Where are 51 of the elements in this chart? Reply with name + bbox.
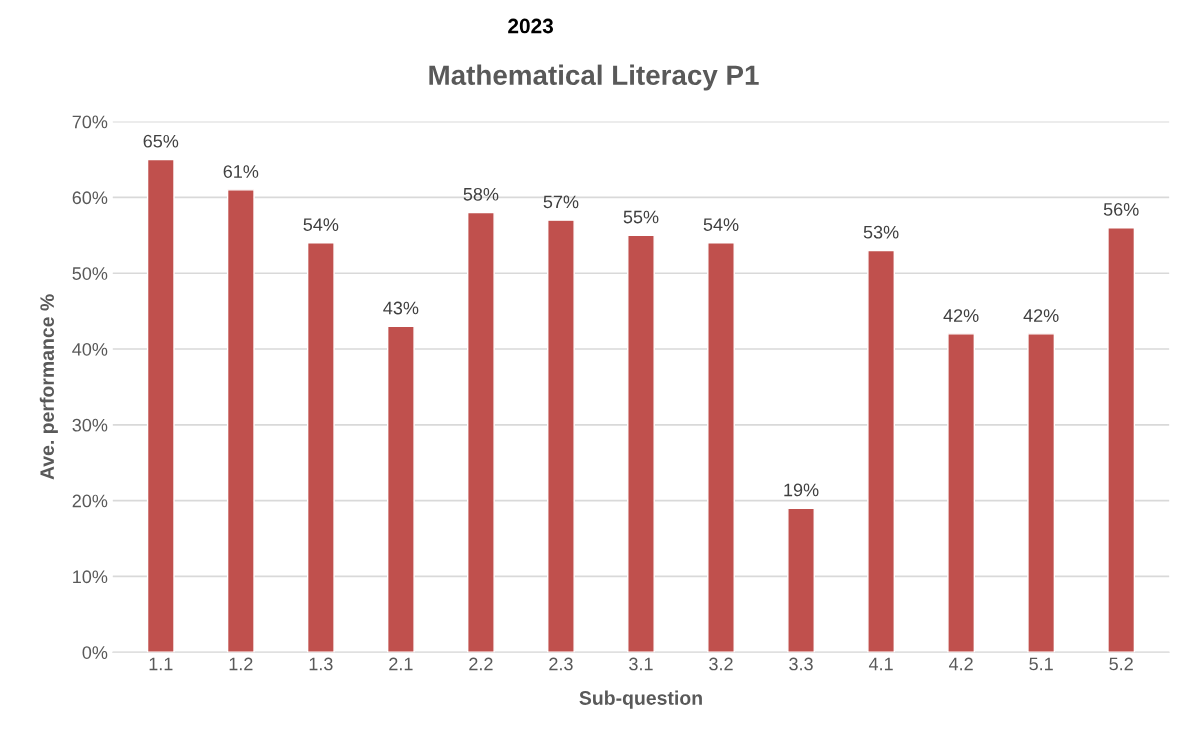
data-label: 55%	[623, 210, 659, 224]
y-tick-label: 30%	[72, 418, 108, 432]
y-tick-label: 40%	[72, 342, 108, 356]
data-label: 57%	[543, 195, 579, 209]
data-label: 65%	[143, 134, 179, 148]
y-tick-label: 0%	[82, 646, 108, 659]
y-axis-title: Ave. performance %	[39, 294, 58, 480]
data-label: 54%	[303, 218, 339, 231]
bar	[226, 189, 255, 653]
x-tick-label: 2.1	[389, 657, 413, 671]
data-label: 58%	[463, 187, 499, 201]
bar	[547, 219, 575, 653]
x-tick-label: 2.2	[469, 657, 493, 671]
bar	[467, 211, 495, 653]
data-label: 56%	[1103, 203, 1139, 216]
data-label: 53%	[863, 225, 899, 239]
x-axis-title: Sub-question	[579, 690, 702, 709]
data-label: 54%	[703, 218, 739, 231]
bar	[306, 242, 335, 653]
chart-title: Mathematical Literacy P1	[429, 64, 759, 91]
bar	[1107, 227, 1136, 653]
x-tick-label: 1.3	[309, 657, 333, 671]
x-tick-label: 5.2	[1109, 657, 1133, 671]
y-tick-label: 50%	[72, 267, 108, 280]
bar	[787, 507, 815, 653]
chart-subtitle: 2023	[508, 18, 554, 34]
bar	[867, 249, 895, 653]
bar	[707, 242, 735, 653]
y-tick-label: 10%	[73, 570, 108, 584]
x-tick-label: 3.2	[709, 657, 733, 671]
data-label: 61%	[223, 165, 259, 178]
x-tick-label: 5.1	[1029, 657, 1053, 671]
y-tick-label: 60%	[72, 191, 108, 205]
x-tick-label: 3.3	[789, 657, 813, 671]
x-tick-label: 1.1	[149, 657, 173, 671]
bar	[146, 158, 175, 653]
x-tick-label: 4.1	[868, 657, 893, 671]
x-tick-label: 2.3	[549, 657, 573, 671]
y-tick-label: 70%	[72, 115, 108, 129]
bar	[947, 333, 976, 653]
bar	[1027, 333, 1056, 653]
data-label: 43%	[383, 301, 419, 315]
data-label: 19%	[784, 483, 819, 497]
x-tick-label: 1.2	[229, 657, 253, 671]
x-tick-label: 4.2	[948, 657, 973, 671]
y-tick-label: 20%	[72, 494, 108, 508]
bar	[386, 325, 415, 653]
bar	[627, 234, 655, 653]
data-label: 42%	[1023, 309, 1059, 322]
data-label: 42%	[943, 309, 979, 322]
x-tick-label: 3.1	[629, 657, 653, 671]
